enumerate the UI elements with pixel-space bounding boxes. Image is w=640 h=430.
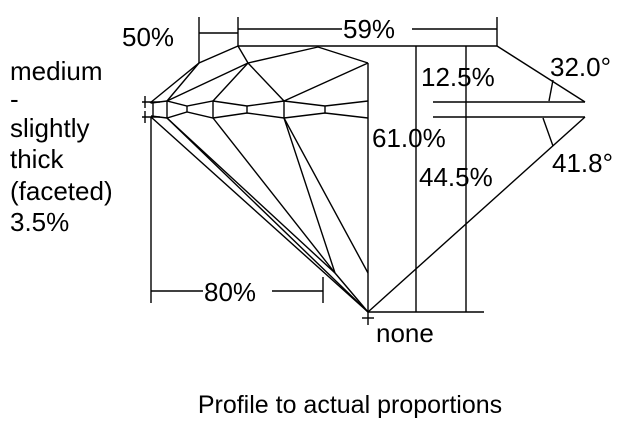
star-length-label: 50%	[122, 22, 174, 52]
crown	[149, 45, 586, 104]
girdle	[142, 96, 369, 123]
pavilion	[150, 63, 586, 325]
pavilion-facet	[283, 117, 369, 274]
caption: Profile to actual proportions	[198, 391, 502, 419]
girdle-label-line: 3.5%	[10, 207, 69, 237]
crown-facet	[283, 62, 369, 102]
crown-facet	[166, 62, 200, 102]
pavilion-facet	[166, 117, 369, 313]
pavilion-facet	[283, 117, 336, 274]
table-label: 59%	[343, 14, 395, 44]
culet-label: none	[376, 318, 434, 348]
pavilion-facet	[334, 272, 369, 313]
pavilion-angle-arc	[542, 117, 554, 147]
pavilion-facet	[212, 117, 336, 274]
girdle-top	[150, 100, 369, 107]
girdle-thickness-label: medium - slightly thick (faceted) 3.5%	[10, 56, 113, 237]
pavilion-facet	[166, 117, 336, 274]
crown-facet	[166, 62, 249, 102]
dimensions	[150, 17, 585, 313]
crown-facet	[247, 62, 285, 102]
girdle-label-line: (faceted)	[10, 176, 113, 206]
crown-facet	[237, 45, 249, 64]
girdle-label-line: slightly	[10, 113, 89, 143]
crown-angle-arc	[548, 79, 554, 102]
girdle-label-line: -	[10, 84, 19, 114]
pavilion-angle-label: 41.8°	[552, 148, 613, 178]
crown-angle-label: 32.0°	[550, 52, 611, 82]
total-depth-label: 61.0%	[372, 123, 446, 153]
crown-facet	[212, 62, 249, 102]
crown-outline-right	[496, 45, 586, 103]
crown-height-label: 12.5%	[421, 62, 495, 92]
pavilion-facet	[150, 116, 369, 313]
girdle-label-line: thick	[10, 144, 64, 174]
lower-half-label: 80%	[204, 277, 256, 307]
girdle-bottom	[150, 111, 369, 119]
crown-facet	[317, 46, 369, 64]
girdle-label-line: medium	[10, 56, 102, 86]
pavilion-outline-right	[367, 116, 586, 313]
pavilion-depth-label: 44.5%	[419, 162, 493, 192]
crown-facet	[247, 46, 319, 64]
